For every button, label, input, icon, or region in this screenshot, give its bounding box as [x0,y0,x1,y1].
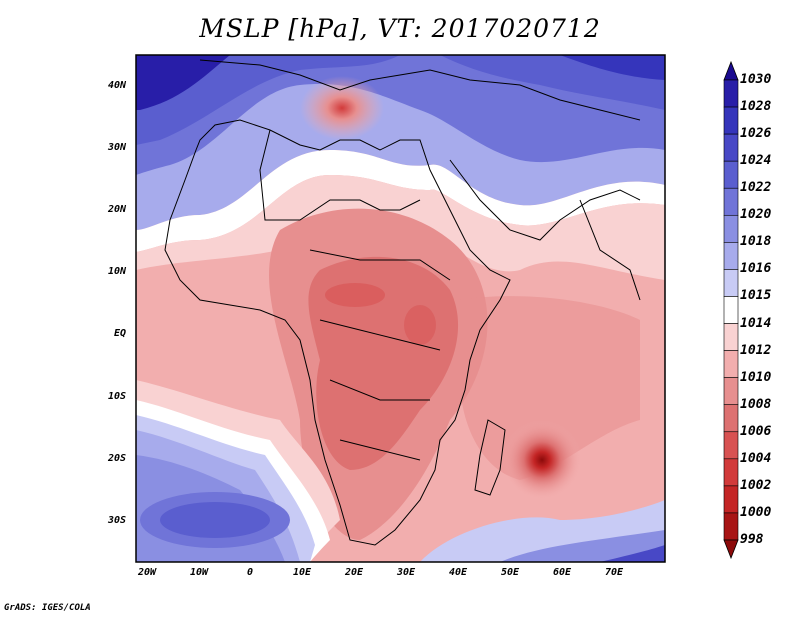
colorbar-label: 1012 [740,342,772,358]
colorbar-label: 1016 [740,261,772,277]
coastlines [164,59,641,546]
lon-label-60e: 60E [552,567,572,578]
colorbar-swatch [723,377,739,406]
colorbar-swatch [723,187,739,216]
colorbar-label: 1000 [740,504,772,520]
colorbar-label: 1008 [740,396,772,412]
colorbar-swatch [723,350,739,378]
colorbar-swatch [723,485,739,514]
colorbar-label: 1006 [740,423,772,439]
pressure-field [136,55,665,562]
colorbar-label: 1024 [740,153,772,169]
colorbar-label: 1026 [740,126,772,142]
lat-label-10n: 10N [107,266,126,277]
colorbar-label: 1004 [740,450,772,466]
lon-label-10e: 10E [292,567,312,578]
lat-label-eq: EQ [113,328,126,339]
colorbar-label: 1030 [740,72,772,87]
colorbar-label: 1022 [740,180,772,196]
colorbar-swatch [723,214,739,243]
lon-label-30e: 30E [396,567,416,578]
colorbar-arrow-bottom [723,539,739,560]
colorbar-arrow-top [723,60,739,81]
plot-frame [135,54,666,563]
colorbar-swatch [723,296,739,324]
colorbar-swatch [723,133,739,162]
lat-label-10s: 10S [107,391,126,402]
colorbar-swatch [723,458,739,487]
lon-label-40e: 40E [448,567,468,578]
colorbar-label: 1015 [740,288,772,304]
lon-label-20e: 20E [344,567,364,578]
colorbar-label: 1018 [740,234,772,250]
map-title: MSLP [hPa], VT: 2017020712 [199,14,601,43]
colorbar-label: 1028 [740,99,772,115]
lat-label-20n: 20N [107,204,126,215]
lat-label-30s: 30S [107,515,126,526]
colorbar-swatch [723,106,739,135]
colorbar-swatch [723,404,739,433]
lat-label-30n: 30N [107,142,126,153]
colorbar-swatch [723,160,739,189]
lon-label-50e: 50E [500,567,520,578]
lat-label-40n: 40N [107,80,126,91]
lat-label-20s: 20S [107,453,126,464]
lon-label-10w: 10W [189,567,209,578]
colorbar-swatch [723,512,739,541]
footer-credit: GrADS: IGES/COLA [4,603,91,613]
colorbar-label: 998 [740,532,764,547]
colorbar [723,60,739,560]
colorbar-label: 1002 [740,477,772,493]
lon-label-70e: 70E [604,567,624,578]
colorbar-label: 1020 [740,207,772,223]
lon-label-0: 0 [246,567,254,578]
colorbar-swatch [723,242,739,270]
colorbar-label: 1010 [740,369,772,385]
colorbar-label: 1014 [740,315,772,331]
colorbar-swatch [723,431,739,460]
colorbar-swatch [723,323,739,351]
lon-label-20w: 20W [137,567,157,578]
colorbar-swatch [723,269,739,297]
colorbar-swatch [723,79,739,108]
